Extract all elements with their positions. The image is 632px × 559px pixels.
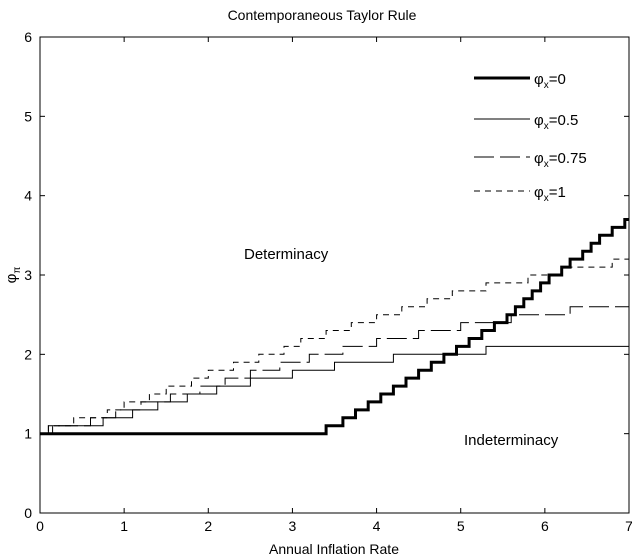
series-layer	[40, 218, 629, 436]
legend-label-1: φx=0.5	[534, 112, 578, 132]
legend-label-2: φx=0.75	[534, 150, 587, 170]
y-tick-label: 4	[24, 188, 32, 204]
x-tick-label: 0	[36, 518, 44, 534]
legend-subscript: x	[544, 159, 549, 170]
svg-text:φπ: φπ	[3, 267, 23, 284]
chart-title: Contemporaneous Taylor Rule	[228, 7, 417, 23]
legend-value: =0.75	[549, 150, 587, 167]
y-axis-ticks: 0 1 2 3 4 5 6	[24, 29, 629, 521]
legend-subscript: x	[544, 121, 549, 132]
y-tick-label: 5	[24, 108, 32, 124]
y-tick-label: 3	[24, 267, 32, 283]
legend-subscript: x	[544, 80, 549, 91]
legend-symbol: φ	[534, 71, 544, 88]
series-line-2	[40, 306, 629, 435]
series-line-3	[40, 258, 629, 435]
y-axis-label-subscript: π	[12, 267, 23, 274]
legend-subscript: x	[544, 193, 549, 204]
x-axis-ticks: 0 1 2 3 4 5 6 7	[36, 37, 632, 534]
x-tick-label: 1	[120, 518, 128, 534]
legend-value: =1	[549, 184, 566, 201]
y-tick-label: 0	[24, 505, 32, 521]
x-tick-label: 7	[625, 518, 632, 534]
series-line-0	[40, 218, 629, 436]
legend-value: =0.5	[549, 112, 579, 129]
y-tick-label: 6	[24, 29, 32, 45]
legend-value: =0	[549, 71, 566, 88]
y-axis-label: φπ	[3, 267, 23, 284]
legend-symbol: φ	[534, 112, 544, 129]
annotation-indeterminacy: Indeterminacy	[464, 432, 559, 449]
x-tick-label: 5	[457, 518, 465, 534]
x-tick-label: 6	[541, 518, 549, 534]
x-tick-label: 2	[204, 518, 212, 534]
legend-symbol: φ	[534, 150, 544, 167]
y-tick-label: 1	[24, 426, 32, 442]
x-axis-label: Annual Inflation Rate	[269, 541, 399, 557]
x-tick-label: 3	[289, 518, 297, 534]
y-axis-label-symbol: φ	[3, 273, 20, 283]
y-tick-label: 2	[24, 346, 32, 362]
annotation-determinacy: Determinacy	[244, 246, 329, 263]
legend-symbol: φ	[534, 184, 544, 201]
x-tick-label: 4	[373, 518, 381, 534]
legend-label-3: φx=1	[534, 184, 566, 204]
legend-label-0: φx=0	[534, 71, 566, 91]
